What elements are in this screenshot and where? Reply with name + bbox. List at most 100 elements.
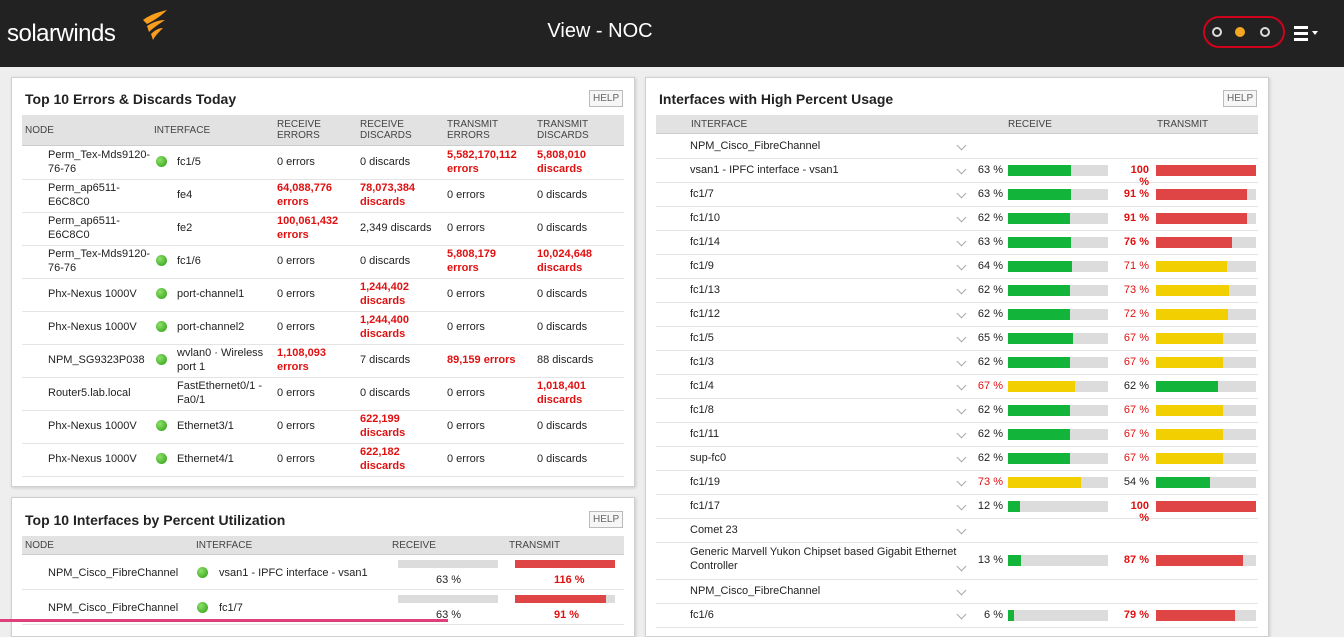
- list-item[interactable]: fc1/13 62 % 73 %: [656, 279, 1258, 303]
- col-receive[interactable]: RECEIVE: [392, 540, 436, 551]
- table-row[interactable]: Phx-Nexus 1000V Ethernet4/1 0 errors 622,18…: [22, 443, 624, 477]
- interface-name[interactable]: Comet 23: [690, 524, 738, 536]
- table-row[interactable]: NPM_SG9323P038 wvlan0 · Wireless port 1 1,1…: [22, 344, 624, 378]
- node-name[interactable]: Perm_ap6511- E6C8C0: [48, 182, 120, 208]
- chevron-down-icon[interactable]: [956, 452, 967, 463]
- help-button[interactable]: HELP: [589, 511, 624, 528]
- chevron-down-icon[interactable]: [956, 561, 967, 572]
- interface-name[interactable]: fc1/7: [219, 602, 243, 614]
- col-interface[interactable]: INTERFACE: [154, 125, 211, 136]
- chevron-down-icon[interactable]: [956, 476, 967, 487]
- node-name[interactable]: NPM_Cisco_FibreChannel: [48, 602, 179, 614]
- interface-name[interactable]: fc1/7: [690, 188, 714, 200]
- chevron-down-icon[interactable]: [956, 284, 967, 295]
- table-row[interactable]: NPM_Cisco_FibreChannel vsan1 - IPFC inter…: [22, 555, 624, 590]
- table-row[interactable]: Perm_Tex-Mds9120- 76-76 fc1/5 0 errors 0 dis…: [22, 146, 624, 180]
- chevron-down-icon[interactable]: [956, 236, 967, 247]
- chevron-down-icon[interactable]: [956, 609, 967, 620]
- table-row[interactable]: Perm_ap6511- E6C8C0 fe4 64,088,776 errors 78,…: [22, 179, 624, 213]
- node-name[interactable]: Phx-Nexus 1000V: [48, 321, 137, 333]
- interface-name[interactable]: sup-fc0: [690, 452, 727, 464]
- chevron-down-icon[interactable]: [956, 188, 967, 199]
- node-name[interactable]: Perm_ap6511- E6C8C0: [48, 215, 120, 241]
- interface-name[interactable]: fc1/5: [690, 332, 714, 344]
- interface-name[interactable]: Ethernet4/1: [177, 453, 234, 465]
- view-switcher[interactable]: [1203, 16, 1285, 48]
- list-item[interactable]: Comet 23: [656, 519, 1258, 543]
- table-row[interactable]: Perm_ap6511- E6C8C0 fe2 100,061,432 errors 2,…: [22, 212, 624, 246]
- node-name[interactable]: Phx-Nexus 1000V: [48, 288, 137, 300]
- chevron-down-icon[interactable]: [956, 524, 967, 535]
- table-row[interactable]: Phx-Nexus 1000V port-channel1 0 errors 1,24…: [22, 278, 624, 312]
- col-transmit[interactable]: TRANSMIT: [509, 540, 561, 551]
- list-item[interactable]: fc1/19 73 % 54 %: [656, 471, 1258, 495]
- view-dot-2-active[interactable]: [1235, 27, 1245, 37]
- interface-name[interactable]: NPM_Cisco_FibreChannel: [690, 140, 821, 152]
- interface-name[interactable]: NPM_Cisco_FibreChannel: [690, 585, 821, 597]
- chevron-down-icon[interactable]: [956, 356, 967, 367]
- chevron-down-icon[interactable]: [956, 140, 967, 151]
- col-transmit[interactable]: TRANSMIT: [1157, 119, 1209, 130]
- interface-name[interactable]: FastEthernet0/1 - Fa0/1: [177, 380, 262, 406]
- node-name[interactable]: Phx-Nexus 1000V: [48, 453, 137, 465]
- node-name[interactable]: NPM_SG9323P038: [48, 354, 145, 366]
- list-item[interactable]: Generic Marvell Yukon Chipset based Giga…: [656, 543, 1258, 580]
- interface-name[interactable]: Ethernet3/1: [177, 420, 234, 432]
- interface-name[interactable]: fc1/17: [690, 500, 720, 512]
- interface-name[interactable]: wvlan0 · Wireless port 1: [177, 347, 264, 373]
- interface-name[interactable]: fe2: [177, 222, 193, 234]
- table-row[interactable]: Phx-Nexus 1000V port-channel2 0 errors 1,24…: [22, 311, 624, 345]
- help-button[interactable]: HELP: [589, 90, 624, 107]
- chevron-down-icon[interactable]: [956, 212, 967, 223]
- node-name[interactable]: Perm_Tex-Mds9120- 76-76: [48, 149, 151, 175]
- col-interface[interactable]: INTERFACE: [196, 540, 253, 551]
- chevron-down-icon[interactable]: [956, 380, 967, 391]
- list-item[interactable]: fc1/11 62 % 67 %: [656, 423, 1258, 447]
- col-transmit-discards[interactable]: TRANSMIT DISCARDS: [537, 119, 589, 141]
- interface-name[interactable]: fc1/6: [177, 255, 201, 267]
- col-receive-discards[interactable]: RECEIVE DISCARDS: [360, 119, 412, 141]
- list-item[interactable]: fc1/6 6 % 79 %: [656, 604, 1258, 628]
- col-receive-errors[interactable]: RECEIVE ERRORS: [277, 119, 321, 141]
- view-dot-1[interactable]: [1212, 27, 1222, 37]
- table-row[interactable]: Phx-Nexus 1000V Ethernet3/1 0 errors 622,19…: [22, 410, 624, 444]
- chevron-down-icon[interactable]: [956, 260, 967, 271]
- node-name[interactable]: Perm_Tex-Mds9120- 76-76: [48, 248, 151, 274]
- interface-name[interactable]: fe4: [177, 189, 193, 201]
- node-name[interactable]: Phx-Nexus 1000V: [48, 420, 137, 432]
- chevron-down-icon[interactable]: [956, 164, 967, 175]
- interface-name[interactable]: fc1/6: [690, 609, 714, 621]
- interface-name[interactable]: vsan1 - IPFC interface - vsan1: [219, 567, 368, 579]
- list-item[interactable]: fc1/10 62 % 91 %: [656, 207, 1258, 231]
- list-item[interactable]: fc1/4 67 % 62 %: [656, 375, 1258, 399]
- col-receive[interactable]: RECEIVE: [1008, 119, 1052, 130]
- help-button[interactable]: HELP: [1223, 90, 1258, 107]
- list-item[interactable]: fc1/9 64 % 71 %: [656, 255, 1258, 279]
- col-transmit-errors[interactable]: TRANSMIT ERRORS: [447, 119, 499, 141]
- col-interface[interactable]: INTERFACE: [691, 119, 748, 130]
- chevron-down-icon[interactable]: [956, 308, 967, 319]
- solarwinds-logo[interactable]: solarwinds: [7, 20, 116, 47]
- view-dot-3[interactable]: [1260, 27, 1270, 37]
- list-item[interactable]: fc1/3 62 % 67 %: [656, 351, 1258, 375]
- col-node[interactable]: NODE: [25, 125, 54, 136]
- list-item[interactable]: fc1/14 63 % 76 %: [656, 231, 1258, 255]
- list-item[interactable]: NPM_Cisco_FibreChannel: [656, 580, 1258, 604]
- chevron-down-icon[interactable]: [956, 585, 967, 596]
- node-name[interactable]: Router5.lab.local: [48, 387, 131, 399]
- interface-name[interactable]: vsan1 - IPFC interface - vsan1: [690, 164, 839, 176]
- interface-name[interactable]: fc1/4: [690, 380, 714, 392]
- interface-name[interactable]: fc1/10: [690, 212, 720, 224]
- menu-icon[interactable]: [1294, 25, 1324, 43]
- list-item[interactable]: fc1/12 62 % 72 %: [656, 303, 1258, 327]
- interface-name[interactable]: port-channel2: [177, 321, 245, 333]
- interface-name[interactable]: fc1/19: [690, 476, 720, 488]
- chevron-down-icon[interactable]: [956, 428, 967, 439]
- col-node[interactable]: NODE: [25, 540, 54, 551]
- interface-name[interactable]: Generic Marvell Yukon Chipset based Giga…: [690, 546, 957, 572]
- list-item[interactable]: fc1/17 12 % 100 %: [656, 495, 1258, 524]
- chevron-down-icon[interactable]: [956, 500, 967, 511]
- interface-name[interactable]: fc1/3: [690, 356, 714, 368]
- list-item[interactable]: NPM_Cisco_FibreChannel: [656, 135, 1258, 159]
- list-item[interactable]: fc1/7 63 % 91 %: [656, 183, 1258, 207]
